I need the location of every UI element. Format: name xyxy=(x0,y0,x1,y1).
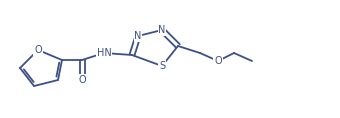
Text: O: O xyxy=(34,45,42,55)
Text: S: S xyxy=(159,61,165,71)
Text: O: O xyxy=(214,56,222,66)
Text: HN: HN xyxy=(97,48,112,58)
Text: N: N xyxy=(134,31,142,41)
Text: N: N xyxy=(158,25,166,35)
Text: O: O xyxy=(78,75,86,85)
